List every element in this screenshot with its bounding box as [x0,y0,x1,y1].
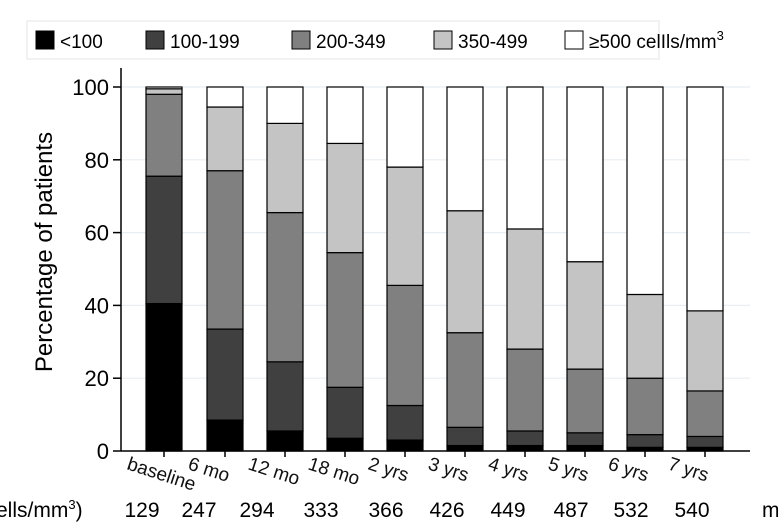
bars [145,86,724,452]
median-row-label-sup: 3 [68,497,75,512]
bar-segment-1-0 [206,419,244,452]
x-tick-label-2: 12 mo [245,454,302,490]
y-tick-label-0: 0 [97,439,109,464]
y-tick-label-3: 60 [85,221,109,246]
bar-segment-8-3 [626,293,664,379]
bar-segment-0-2 [145,93,183,177]
bar-segment-6-0 [506,444,544,452]
legend-box [26,20,660,60]
bar-segment-8-4 [626,86,664,296]
legend-superscript: 3 [717,28,724,43]
bar-segment-3-4 [326,86,364,145]
legend-swatch-3 [433,30,453,50]
legend-label-0: <100 [60,32,103,53]
x-tick-label-7: 5 yrs [545,454,591,487]
median-value-3: 333 [303,499,338,522]
x-tick-label-6: 4 yrs [485,454,531,487]
median-row-label-main: ells/mm [0,499,68,522]
x-tick-label-4: 2 yrs [365,454,411,487]
bar-segment-2-1 [266,361,304,432]
bar-segment-9-3 [686,310,724,392]
y-tick-label-1: 20 [85,366,109,391]
bar-segment-6-4 [506,86,544,230]
x-tick-label-8: 6 yrs [605,454,651,487]
median-value-9: 540 [674,499,709,522]
bar-segment-1-2 [206,170,244,330]
x-tick-label-0: baseline [124,454,198,496]
bar-segment-6-1 [506,430,544,447]
y-tick-label-4: 80 [85,148,109,173]
bar-segment-9-2 [686,390,724,438]
bar-segment-1-4 [206,86,244,108]
median-value-8: 532 [613,499,648,522]
bar-segment-0-1 [145,175,183,305]
bar-segment-6-3 [506,228,544,350]
bar-segment-1-3 [206,106,244,172]
x-tick-label-3: 18 mo [305,454,362,490]
bar-segment-2-4 [266,86,304,125]
legend: <100 100-199 200-349 350-499 ≥500 celIls/mm3 [26,20,724,60]
bar-segment-6-2 [506,348,544,432]
bar-segment-7-4 [566,86,604,263]
bar-segment-3-3 [326,142,364,254]
bar-segment-5-4 [446,86,484,212]
bar-segment-5-0 [446,444,484,452]
legend-swatch-2 [291,30,311,50]
median-value-0: 129 [124,499,159,522]
bar-segment-0-4 [145,86,183,90]
bar-segment-4-2 [386,284,424,407]
bar-segment-0-0 [145,302,183,452]
legend-label-1: 100-199 [170,32,240,53]
bar-segment-5-2 [446,332,484,428]
legend-label-3: 350-499 [458,32,528,53]
y-axis: 0 20 40 60 80 100 [72,68,122,464]
median-row-label: ells/mm3) [0,497,83,522]
bar-segment-2-3 [266,122,304,214]
bar-segment-2-0 [266,430,304,452]
bar-segment-3-1 [326,386,364,439]
median-value-4: 366 [368,499,403,522]
bar-segment-2-2 [266,211,304,363]
y-tick-label-2: 40 [85,293,109,318]
median-value-2: 294 [239,499,274,522]
bar-segment-1-1 [206,328,244,421]
bar-segment-4-0 [386,439,424,452]
legend-swatch-1 [145,30,165,50]
bar-segment-4-1 [386,404,424,441]
bar-segment-8-1 [626,434,664,448]
bar-segment-5-1 [446,426,484,447]
bar-segment-7-2 [566,368,604,434]
bar-segment-8-2 [626,377,664,436]
median-row-right-text: m [762,499,778,522]
y-axis-label: Percentage of patients [31,132,58,372]
median-value-1: 247 [181,499,216,522]
median-value-7: 487 [553,499,588,522]
bar-segment-7-1 [566,432,604,447]
legend-swatch-0 [35,30,55,50]
bar-segment-3-0 [326,437,364,452]
bar-segment-3-2 [326,252,364,388]
bar-segment-4-4 [386,86,424,168]
bar-segment-9-1 [686,435,724,448]
legend-label-2: 200-349 [316,32,386,53]
median-value-6: 449 [490,499,525,522]
bar-segment-7-3 [566,261,604,370]
median-value-5: 426 [429,499,464,522]
legend-label-4: ≥500 celIls/mm3 [589,28,724,53]
median-cd4-row: ells/mm3) 129 247 294 333 366 426 449 487 532 540 m [0,497,778,522]
bar-segment-0-3 [145,88,183,95]
x-tick-label-5: 3 yrs [425,454,471,487]
y-tick-label-5: 100 [72,75,109,100]
median-row-label-suffix: ) [76,499,83,522]
bar-segment-5-3 [446,210,484,334]
bar-segment-7-0 [566,444,604,452]
bar-segment-9-4 [686,86,724,312]
bar-segment-4-3 [386,166,424,286]
x-tick-label-9: 7 yrs [665,454,711,487]
legend-swatch-4 [564,30,584,50]
